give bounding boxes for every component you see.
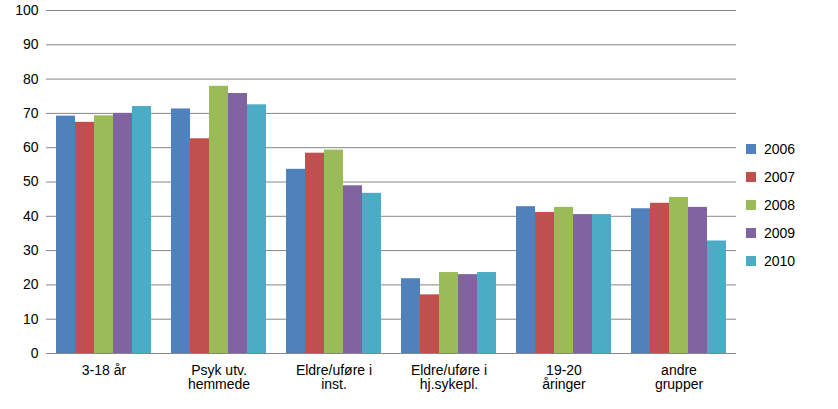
html-text:2006: 2006 (764, 140, 796, 157)
svg-text:3-18 år: 3-18 år (82, 362, 127, 378)
html-text:2009: 2009 (764, 224, 796, 241)
svg-text:90: 90 (23, 36, 39, 52)
svg-text:60: 60 (23, 139, 39, 155)
svg-text:Eldre/uføre ihj.sykepl.: Eldre/uføre ihj.sykepl. (411, 362, 487, 392)
svg-text:0: 0 (31, 345, 39, 361)
svg-text:30: 30 (23, 242, 39, 258)
svg-text:100: 100 (15, 2, 39, 18)
html-text:2008: 2008 (764, 196, 796, 213)
svg-text:50: 50 (23, 173, 39, 189)
svg-text:20: 20 (23, 276, 39, 292)
html-text:2010: 2010 (764, 252, 796, 269)
html-text:2007: 2007 (764, 168, 796, 185)
svg-text:andregrupper: andregrupper (655, 362, 704, 392)
svg-text:Psyk utv.hemmede: Psyk utv.hemmede (188, 362, 250, 392)
svg-text:Eldre/uføre iinst.: Eldre/uføre iinst. (296, 362, 372, 392)
svg-text:10: 10 (23, 311, 39, 327)
svg-text:40: 40 (23, 208, 39, 224)
svg-text:70: 70 (23, 105, 39, 121)
svg-text:80: 80 (23, 71, 39, 87)
svg-text:19-20åringer: 19-20åringer (542, 362, 586, 392)
